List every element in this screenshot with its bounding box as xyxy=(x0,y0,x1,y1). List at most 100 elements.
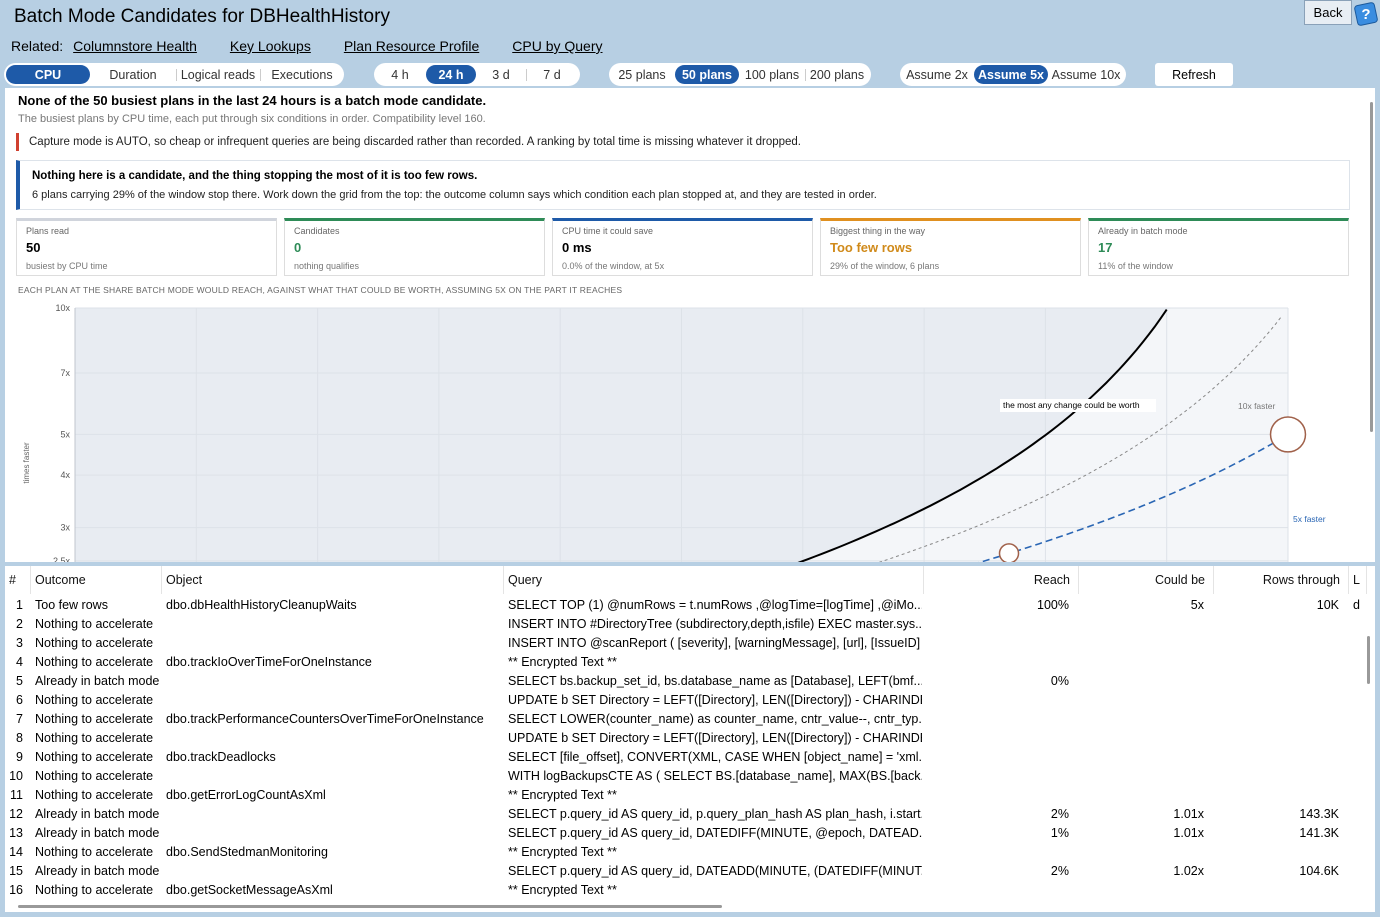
rows-through-cell xyxy=(1214,671,1339,690)
col-query-header[interactable]: Query xyxy=(504,566,924,594)
callout-body: 6 plans carrying 29% of the window stop … xyxy=(32,189,877,201)
rows-through-cell xyxy=(1214,709,1339,728)
outcome-cell: Too few rows xyxy=(35,597,108,612)
table-row[interactable]: 11 Nothing to accelerate dbo.getErrorLogCo… xyxy=(5,785,1367,804)
could-be-cell xyxy=(1079,728,1204,747)
metric-logical-reads[interactable]: Logical reads xyxy=(176,65,260,84)
curve-label: 5x faster xyxy=(1293,514,1326,524)
plans-200[interactable]: 200 plans xyxy=(805,65,869,84)
table-row[interactable]: 1 Too few rows dbo.dbHealthHistoryCleanupW… xyxy=(5,595,1367,614)
chart-shaded-region xyxy=(75,308,1173,562)
table-row[interactable]: 7 Nothing to accelerate dbo.trackPerforman… xyxy=(5,709,1367,728)
number-cell: 13 xyxy=(9,825,23,840)
link-cpu-by-query[interactable]: CPU by Query xyxy=(512,38,603,54)
card-value: Too few rows xyxy=(830,240,913,255)
plans-100[interactable]: 100 plans xyxy=(744,67,800,82)
card-subtext: 11% of the window xyxy=(1098,261,1173,271)
reach-cell xyxy=(924,709,1069,728)
window-4h[interactable]: 4 h xyxy=(391,67,409,82)
report-scrollbar[interactable] xyxy=(1370,88,1375,562)
curve-label: 10x faster xyxy=(1238,401,1275,411)
query-cell: ** Encrypted Text ** xyxy=(508,882,617,897)
window-3d[interactable]: 3 d xyxy=(492,67,510,82)
summary-card: Plans read 50 busiest by CPU time xyxy=(16,218,277,276)
table-row[interactable]: 4 Nothing to accelerate dbo.trackIoOverTim… xyxy=(5,652,1367,671)
metric-duration[interactable]: Duration xyxy=(109,67,157,82)
col-could-be-header[interactable]: Could be xyxy=(1079,566,1214,594)
table-row[interactable]: 14 Nothing to accelerate dbo.SendStedmanMo… xyxy=(5,842,1367,861)
outcome-cell: Nothing to accelerate xyxy=(35,711,154,726)
summary-card: CPU time it could save 0 ms 0.0% of the wi… xyxy=(552,218,813,276)
assume-10x[interactable]: Assume 10x xyxy=(1051,67,1121,82)
related-label: Related: xyxy=(11,38,64,54)
number-cell: 1 xyxy=(16,597,23,612)
assume-5x[interactable]: Assume 5x xyxy=(974,65,1048,84)
number-cell: 5 xyxy=(16,673,23,688)
card-label: Candidates xyxy=(294,226,340,236)
table-row[interactable]: 15 Already in batch mode SELECT p.query_id… xyxy=(5,861,1367,880)
reach-cell: 0% xyxy=(1050,673,1069,688)
metric-executions[interactable]: Executions xyxy=(260,65,344,84)
grid-horizontal-scroll-thumb[interactable] xyxy=(18,905,722,908)
back-button[interactable]: Back xyxy=(1304,0,1352,25)
col-reach-header[interactable]: Reach xyxy=(924,566,1079,594)
link-plan-resource-profile[interactable]: Plan Resource Profile xyxy=(343,38,480,54)
table-row[interactable]: 13 Already in batch mode SELECT p.query_id… xyxy=(5,823,1367,842)
table-row[interactable]: 3 Nothing to accelerate INSERT INTO @scanR… xyxy=(5,633,1367,652)
outcome-cell: Nothing to accelerate xyxy=(35,768,154,783)
table-row[interactable]: 5 Already in batch mode SELECT bs.backup_s… xyxy=(5,671,1367,690)
card-subtext: nothing qualifies xyxy=(294,261,360,271)
window-7d[interactable]: 7 d xyxy=(526,65,578,84)
could-be-cell xyxy=(1079,766,1204,785)
query-cell: ** Encrypted Text ** xyxy=(508,654,617,669)
table-row[interactable]: 10 Nothing to accelerate WITH logBackupsCT… xyxy=(5,766,1367,785)
table-row[interactable]: 16 Nothing to accelerate dbo.getSocketMess… xyxy=(5,880,1367,899)
help-icon[interactable]: ? xyxy=(1354,2,1378,26)
number-cell: 9 xyxy=(16,749,23,764)
metric-cpu[interactable]: CPU xyxy=(6,65,90,84)
table-row[interactable]: 9 Nothing to accelerate dbo.trackDeadlocks… xyxy=(5,747,1367,766)
could-be-cell xyxy=(1079,709,1204,728)
l-cell xyxy=(1353,709,1365,728)
could-be-cell xyxy=(1079,652,1204,671)
outcome-cell: Nothing to accelerate xyxy=(35,692,154,707)
col-object-header[interactable]: Object xyxy=(162,566,504,594)
could-be-cell xyxy=(1079,671,1204,690)
table-row[interactable]: 12 Already in batch mode SELECT p.query_id… xyxy=(5,804,1367,823)
grid-vertical-scroll-thumb[interactable] xyxy=(1367,636,1370,684)
number-cell: 12 xyxy=(9,806,23,821)
number-cell: 3 xyxy=(16,635,23,650)
window-24h[interactable]: 24 h xyxy=(426,65,476,84)
could-be-cell xyxy=(1079,842,1204,861)
table-row[interactable]: 8 Nothing to accelerate UPDATE b SET Direc… xyxy=(5,728,1367,747)
col-rows-through-header[interactable]: Rows through xyxy=(1214,566,1349,594)
object-cell: dbo.trackDeadlocks xyxy=(166,749,276,764)
number-cell: 10 xyxy=(9,768,23,783)
table-row[interactable]: 2 Nothing to accelerate INSERT INTO #Direc… xyxy=(5,614,1367,633)
could-be-cell xyxy=(1079,614,1204,633)
rows-through-cell xyxy=(1214,652,1339,671)
reach-cell: 2% xyxy=(1050,806,1069,821)
col-outcome-header[interactable]: Outcome xyxy=(31,566,162,594)
report-scroll-thumb[interactable] xyxy=(1370,102,1373,432)
reach-cell xyxy=(924,842,1069,861)
l-cell: d xyxy=(1353,597,1360,612)
card-value: 17 xyxy=(1098,240,1113,255)
link-key-lookups[interactable]: Key Lookups xyxy=(229,38,311,54)
reach-cell xyxy=(924,633,1069,652)
col-number-header[interactable]: # xyxy=(5,566,31,594)
refresh-button[interactable]: Refresh xyxy=(1155,63,1233,86)
link-columnstore-health[interactable]: Columnstore Health xyxy=(73,38,197,54)
query-cell: SELECT TOP (1) @numRows = t.numRows ,@lo… xyxy=(508,597,922,612)
table-row[interactable]: 6 Nothing to accelerate UPDATE b SET Direc… xyxy=(5,690,1367,709)
capture-mode-warning: Capture mode is AUTO, so cheap or infreq… xyxy=(16,133,801,151)
plans-25[interactable]: 25 plans xyxy=(618,67,666,82)
finding-callout: Nothing here is a candidate, and the thi… xyxy=(16,160,1350,210)
card-subtext: 29% of the window, 6 plans xyxy=(830,261,940,271)
object-cell: dbo.getErrorLogCountAsXml xyxy=(166,787,326,802)
assume-2x[interactable]: Assume 2x xyxy=(906,67,968,82)
number-cell: 2 xyxy=(16,616,23,631)
plans-50[interactable]: 50 plans xyxy=(675,65,739,84)
col-l-header[interactable]: L xyxy=(1349,566,1367,594)
query-cell: UPDATE b SET Directory = LEFT([Directory… xyxy=(508,730,922,745)
